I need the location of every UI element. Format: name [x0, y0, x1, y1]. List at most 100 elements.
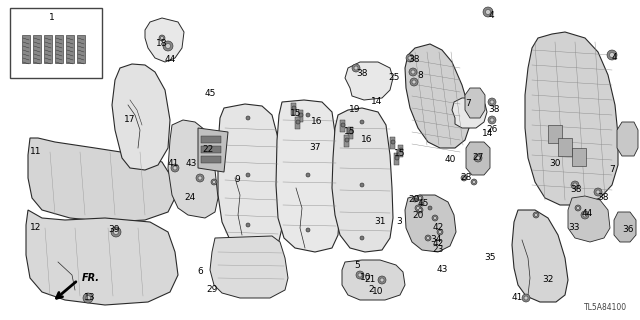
- Circle shape: [296, 120, 300, 124]
- Circle shape: [408, 56, 412, 60]
- Circle shape: [395, 156, 399, 160]
- Circle shape: [419, 209, 422, 212]
- Circle shape: [533, 212, 539, 218]
- Circle shape: [594, 188, 602, 196]
- Circle shape: [488, 116, 496, 124]
- Text: TL5A84100: TL5A84100: [584, 303, 627, 312]
- Text: 41: 41: [511, 292, 523, 301]
- Bar: [201, 136, 221, 143]
- Text: 3: 3: [396, 218, 402, 227]
- Circle shape: [414, 199, 416, 201]
- Circle shape: [483, 7, 493, 17]
- Text: 31: 31: [374, 218, 386, 227]
- Bar: [298, 110, 303, 122]
- Circle shape: [415, 205, 421, 211]
- Circle shape: [113, 229, 118, 235]
- Bar: [548, 125, 562, 143]
- Circle shape: [342, 124, 344, 126]
- Polygon shape: [26, 210, 178, 305]
- Polygon shape: [168, 120, 218, 218]
- Circle shape: [428, 206, 432, 210]
- Bar: [390, 137, 395, 149]
- Polygon shape: [568, 196, 610, 242]
- Circle shape: [391, 140, 395, 144]
- Polygon shape: [452, 98, 487, 128]
- Circle shape: [378, 276, 386, 284]
- Circle shape: [297, 121, 299, 123]
- Text: 24: 24: [184, 193, 196, 202]
- Text: 15: 15: [344, 127, 356, 137]
- Circle shape: [410, 78, 418, 86]
- Text: 13: 13: [84, 292, 96, 301]
- Circle shape: [399, 148, 403, 152]
- Circle shape: [400, 149, 402, 151]
- Circle shape: [474, 154, 482, 162]
- Circle shape: [534, 213, 538, 217]
- Circle shape: [596, 190, 600, 194]
- Text: 16: 16: [361, 135, 372, 145]
- Circle shape: [490, 118, 494, 122]
- Circle shape: [426, 236, 429, 239]
- Text: 18: 18: [156, 39, 168, 49]
- Circle shape: [356, 271, 364, 279]
- Polygon shape: [276, 100, 340, 252]
- Text: 37: 37: [309, 142, 321, 151]
- Circle shape: [577, 206, 579, 210]
- Text: 44: 44: [164, 55, 175, 65]
- Text: 20: 20: [408, 196, 420, 204]
- Polygon shape: [512, 210, 568, 302]
- Text: 26: 26: [486, 125, 498, 134]
- Circle shape: [396, 157, 398, 159]
- Polygon shape: [466, 142, 490, 175]
- Circle shape: [409, 68, 417, 76]
- Circle shape: [196, 174, 204, 182]
- Text: FR.: FR.: [82, 273, 100, 283]
- Circle shape: [161, 36, 163, 39]
- Circle shape: [307, 114, 309, 116]
- Text: 32: 32: [542, 276, 554, 284]
- Text: 20: 20: [412, 211, 424, 220]
- Text: 38: 38: [488, 106, 500, 115]
- Bar: [201, 156, 221, 163]
- Text: 30: 30: [549, 159, 561, 169]
- Circle shape: [463, 177, 465, 180]
- Circle shape: [420, 202, 424, 206]
- Text: 6: 6: [197, 268, 203, 276]
- Text: 14: 14: [371, 98, 383, 107]
- Text: 39: 39: [108, 226, 120, 235]
- Circle shape: [292, 106, 296, 110]
- Text: 7: 7: [465, 100, 471, 108]
- Circle shape: [472, 180, 476, 183]
- Text: 38: 38: [408, 55, 420, 65]
- Text: 15: 15: [394, 149, 406, 158]
- Circle shape: [349, 130, 353, 134]
- Circle shape: [354, 66, 358, 70]
- Text: 1: 1: [49, 13, 55, 22]
- Circle shape: [307, 174, 309, 176]
- Circle shape: [247, 174, 249, 176]
- Circle shape: [352, 64, 360, 72]
- Text: 17: 17: [124, 116, 136, 124]
- Circle shape: [246, 223, 250, 227]
- Text: 7: 7: [609, 165, 615, 174]
- Text: 10: 10: [372, 287, 384, 297]
- Circle shape: [607, 50, 617, 60]
- Circle shape: [360, 236, 364, 240]
- Text: 38: 38: [570, 186, 582, 195]
- Bar: [394, 153, 399, 165]
- Circle shape: [299, 113, 303, 117]
- Polygon shape: [342, 260, 405, 300]
- Circle shape: [306, 113, 310, 117]
- Text: 43: 43: [186, 159, 196, 169]
- Circle shape: [429, 207, 431, 209]
- Text: 35: 35: [484, 252, 496, 261]
- Circle shape: [490, 100, 494, 104]
- Circle shape: [421, 203, 423, 205]
- Polygon shape: [405, 44, 470, 148]
- Polygon shape: [198, 128, 228, 172]
- Circle shape: [300, 114, 302, 116]
- Circle shape: [361, 184, 363, 186]
- Circle shape: [417, 195, 423, 201]
- Circle shape: [361, 237, 363, 239]
- Circle shape: [341, 123, 345, 127]
